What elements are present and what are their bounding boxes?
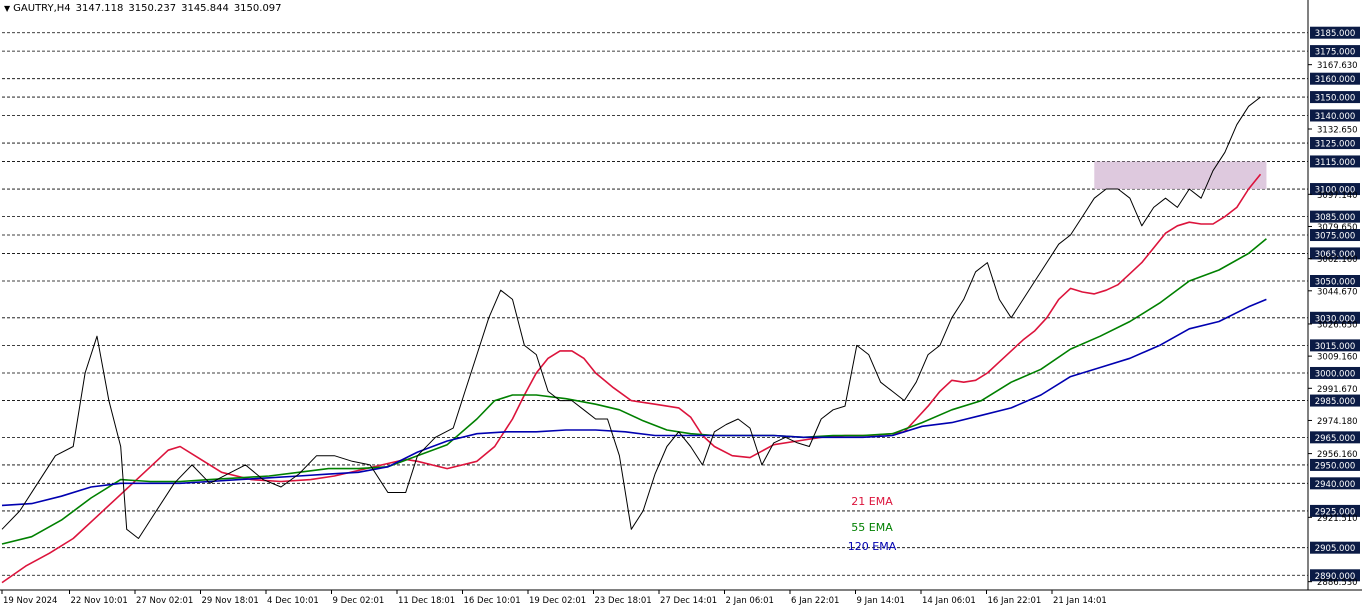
level-label: 3050.000 xyxy=(1315,278,1356,288)
x-tick-label: 14 Jan 06:01 xyxy=(922,596,976,606)
series-ema21-line xyxy=(1,173,1262,584)
level-label-box xyxy=(1310,155,1360,168)
level-label-box xyxy=(1310,275,1360,288)
y-tick-label: 3167.630 xyxy=(1317,61,1358,71)
resistance-zone xyxy=(1094,161,1267,190)
low-value: 3145.844 xyxy=(181,3,229,14)
level-label-box xyxy=(1310,541,1360,554)
y-tick-label: 3009.160 xyxy=(1317,353,1358,363)
y-tick-label: 2921.510 xyxy=(1317,514,1358,524)
level-label-box xyxy=(1310,458,1360,471)
x-tick-label: 16 Dec 10:01 xyxy=(464,596,521,606)
y-tick-label: 2886.530 xyxy=(1317,578,1358,588)
level-label-box xyxy=(1310,210,1360,223)
y-tick-label: 3062.160 xyxy=(1317,255,1358,265)
series-ema55-line xyxy=(1,238,1267,545)
level-label-box xyxy=(1310,26,1360,39)
level-label: 3100.000 xyxy=(1315,186,1356,196)
y-tick-label: 2956.160 xyxy=(1317,450,1358,460)
level-label: 2890.000 xyxy=(1315,572,1356,582)
level-label-box xyxy=(1310,247,1360,260)
y-tick-label: 2991.670 xyxy=(1317,385,1358,395)
level-label: 3160.000 xyxy=(1315,75,1356,85)
level-label: 2940.000 xyxy=(1315,480,1356,490)
level-label: 3000.000 xyxy=(1315,369,1356,379)
level-label-box xyxy=(1310,183,1360,196)
level-label-box xyxy=(1310,431,1360,444)
level-label: 3140.000 xyxy=(1315,112,1356,122)
level-label-box xyxy=(1310,45,1360,58)
y-tick-label: 3044.670 xyxy=(1317,287,1358,297)
x-tick-label: 19 Nov 2024 xyxy=(3,596,57,606)
x-tick-label: 21 Jan 14:01 xyxy=(1053,596,1107,606)
level-label-box xyxy=(1310,91,1360,104)
level-label: 3015.000 xyxy=(1315,342,1356,352)
level-label-box xyxy=(1310,137,1360,150)
x-tick-label: 27 Nov 02:01 xyxy=(136,596,193,606)
x-tick-label: 22 Nov 10:01 xyxy=(71,596,128,606)
x-tick-label: 6 Jan 22:01 xyxy=(791,596,839,606)
series-ema120-line xyxy=(1,298,1267,507)
chart-header: ▼ GAUTRY,H4 3147.118 3150.237 3145.844 3150.0… xyxy=(4,3,287,14)
x-tick-label: 2 Jan 06:01 xyxy=(726,596,774,606)
level-label-box xyxy=(1310,311,1360,324)
level-label-box xyxy=(1310,72,1360,85)
level-label: 3150.000 xyxy=(1315,94,1356,104)
high-value: 3150.237 xyxy=(128,3,177,14)
x-tick-label: 9 Jan 14:01 xyxy=(857,596,905,606)
level-label: 2985.000 xyxy=(1315,397,1356,407)
x-tick-label: 9 Dec 02:01 xyxy=(333,596,385,606)
level-label-box xyxy=(1310,109,1360,122)
close-value: 3150.097 xyxy=(233,3,282,14)
level-label-box xyxy=(1310,394,1360,407)
level-label: 3065.000 xyxy=(1315,250,1356,260)
legend-ema120: 120 EMA xyxy=(848,540,897,553)
level-label: 3185.000 xyxy=(1315,29,1356,39)
level-label-box xyxy=(1310,339,1360,352)
x-tick-label: 16 Jan 22:01 xyxy=(988,596,1042,606)
legend-ema55: 55 EMA xyxy=(851,521,893,534)
level-label: 2925.000 xyxy=(1315,507,1356,517)
y-tick-label: 3097.140 xyxy=(1317,191,1358,201)
level-label: 2965.000 xyxy=(1315,434,1356,444)
series-price-line xyxy=(1,96,1261,539)
level-label: 2950.000 xyxy=(1315,461,1356,471)
symbol-label: GAUTRY,H4 xyxy=(13,3,71,14)
level-label-box xyxy=(1310,504,1360,517)
x-tick-label: 19 Dec 02:01 xyxy=(529,596,586,606)
level-label: 3030.000 xyxy=(1315,314,1356,324)
level-label: 3125.000 xyxy=(1315,140,1356,150)
level-label-box xyxy=(1310,569,1360,582)
y-tick-label: 2974.180 xyxy=(1317,417,1358,427)
level-label: 3175.000 xyxy=(1315,48,1356,58)
x-tick-label: 29 Nov 18:01 xyxy=(202,596,259,606)
y-tick-label: 3026.650 xyxy=(1317,320,1358,330)
x-tick-label: 11 Dec 18:01 xyxy=(398,596,455,606)
level-label-box xyxy=(1310,477,1360,490)
level-label: 3075.000 xyxy=(1315,232,1356,242)
level-label: 3115.000 xyxy=(1315,158,1356,168)
level-label: 2905.000 xyxy=(1315,544,1356,554)
x-tick-label: 27 Dec 14:01 xyxy=(660,596,717,606)
x-tick-label: 23 Dec 18:01 xyxy=(595,596,652,606)
level-label-box xyxy=(1310,366,1360,379)
open-value: 3147.118 xyxy=(75,3,124,14)
menu-triangle-icon[interactable]: ▼ xyxy=(4,4,11,13)
y-tick-label: 3079.650 xyxy=(1317,223,1358,233)
y-tick-label: 3132.650 xyxy=(1317,125,1358,135)
legend-ema21: 21 EMA xyxy=(851,495,893,508)
level-label-box xyxy=(1310,229,1360,242)
x-tick-label: 4 Dec 10:01 xyxy=(267,596,319,606)
level-label: 3085.000 xyxy=(1315,213,1356,223)
